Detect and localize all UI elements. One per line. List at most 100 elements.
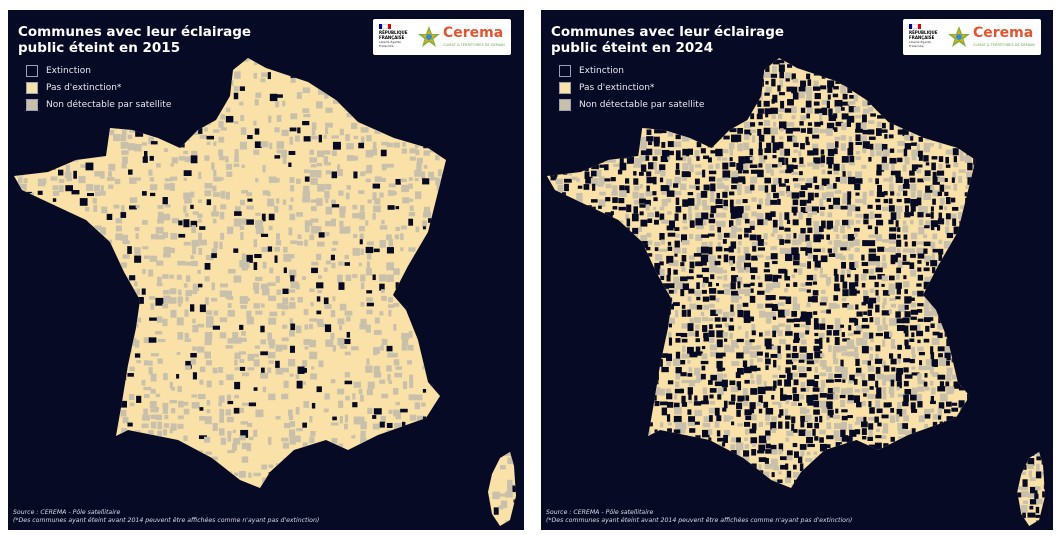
commune-patch (360, 248, 364, 255)
commune-patch (731, 290, 739, 298)
commune-patch (261, 464, 268, 470)
commune-patch (848, 106, 856, 113)
commune-patch (980, 316, 987, 324)
commune-patch (381, 485, 388, 491)
commune-patch (770, 246, 777, 251)
commune-patch (696, 247, 702, 254)
commune-patch (731, 339, 738, 348)
commune-patch (826, 142, 835, 151)
commune-patch (798, 288, 807, 292)
commune-patch (351, 122, 358, 130)
commune-patch (952, 135, 958, 140)
commune-patch (654, 247, 659, 252)
commune-patch (675, 169, 680, 175)
commune-patch (386, 99, 391, 104)
commune-patch (408, 498, 416, 507)
commune-patch (999, 156, 1006, 165)
commune-patch (192, 64, 197, 68)
commune-patch (923, 142, 931, 149)
commune-patch (1014, 276, 1018, 284)
commune-patch (639, 338, 645, 344)
commune-patch (78, 325, 86, 332)
commune-patch (241, 164, 245, 168)
republique-francaise-logo: RÉPUBLIQUE FRANÇAISE Liberté Égalité Fra… (379, 24, 413, 48)
commune-patch (902, 184, 910, 189)
commune-patch (895, 205, 903, 213)
commune-patch (178, 528, 184, 530)
commune-patch (457, 184, 462, 191)
commune-patch (309, 415, 313, 423)
commune-patch (904, 205, 909, 213)
commune-patch (436, 225, 443, 229)
commune-patch (1015, 247, 1020, 253)
commune-patch (861, 164, 867, 169)
commune-patch (584, 311, 590, 319)
commune-patch (171, 100, 177, 107)
commune-patch (564, 225, 569, 233)
commune-patch (1043, 184, 1046, 191)
commune-patch (1021, 324, 1029, 332)
commune-patch (134, 281, 138, 287)
commune-patch (219, 241, 223, 250)
commune-patch (106, 115, 112, 122)
commune-patch (108, 486, 116, 494)
commune-patch (738, 241, 742, 246)
commune-patch (463, 87, 471, 92)
commune-patch (415, 191, 422, 200)
commune-patch (191, 491, 198, 496)
commune-patch (267, 352, 276, 359)
commune-patch (344, 351, 351, 356)
commune-patch (44, 227, 52, 235)
commune-patch (323, 297, 329, 305)
commune-patch (352, 274, 358, 278)
commune-patch (910, 204, 916, 212)
commune-patch (700, 246, 709, 254)
commune-patch (15, 471, 21, 477)
commune-patch (114, 408, 121, 414)
commune-patch (435, 485, 444, 490)
commune-patch (631, 149, 639, 156)
commune-patch (240, 337, 247, 342)
commune-patch (185, 479, 193, 486)
commune-patch (937, 218, 945, 225)
commune-patch (211, 211, 220, 217)
commune-patch (225, 107, 231, 113)
commune-patch (520, 66, 524, 74)
commune-patch (786, 122, 795, 127)
commune-patch (206, 492, 215, 500)
commune-patch (953, 296, 960, 304)
commune-patch (268, 464, 273, 468)
commune-patch (957, 212, 966, 220)
commune-patch (626, 246, 631, 255)
commune-patch (839, 58, 848, 63)
commune-patch (423, 290, 429, 296)
commune-patch (492, 337, 499, 345)
commune-patch (861, 283, 866, 288)
commune-patch (316, 282, 324, 289)
commune-patch (268, 295, 277, 301)
commune-patch (219, 478, 228, 483)
commune-patch (388, 297, 393, 303)
commune-patch (325, 260, 332, 265)
commune-patch (772, 281, 781, 289)
commune-patch (770, 311, 776, 319)
commune-patch (973, 72, 977, 77)
commune-patch (267, 72, 271, 80)
commune-patch (1035, 297, 1042, 304)
commune-patch (758, 148, 763, 156)
commune-patch (345, 100, 354, 107)
commune-patch (902, 92, 907, 97)
commune-patch (85, 269, 90, 277)
commune-patch (254, 254, 262, 259)
commune-patch (1036, 73, 1042, 81)
commune-patch (346, 316, 351, 322)
commune-patch (645, 289, 649, 294)
commune-patch (366, 261, 371, 269)
commune-patch (59, 274, 68, 280)
commune-patch (945, 71, 949, 79)
commune-patch (778, 92, 785, 96)
commune-patch (456, 92, 461, 98)
commune-patch (931, 337, 940, 345)
commune-patch (965, 325, 973, 333)
commune-patch (415, 451, 420, 455)
